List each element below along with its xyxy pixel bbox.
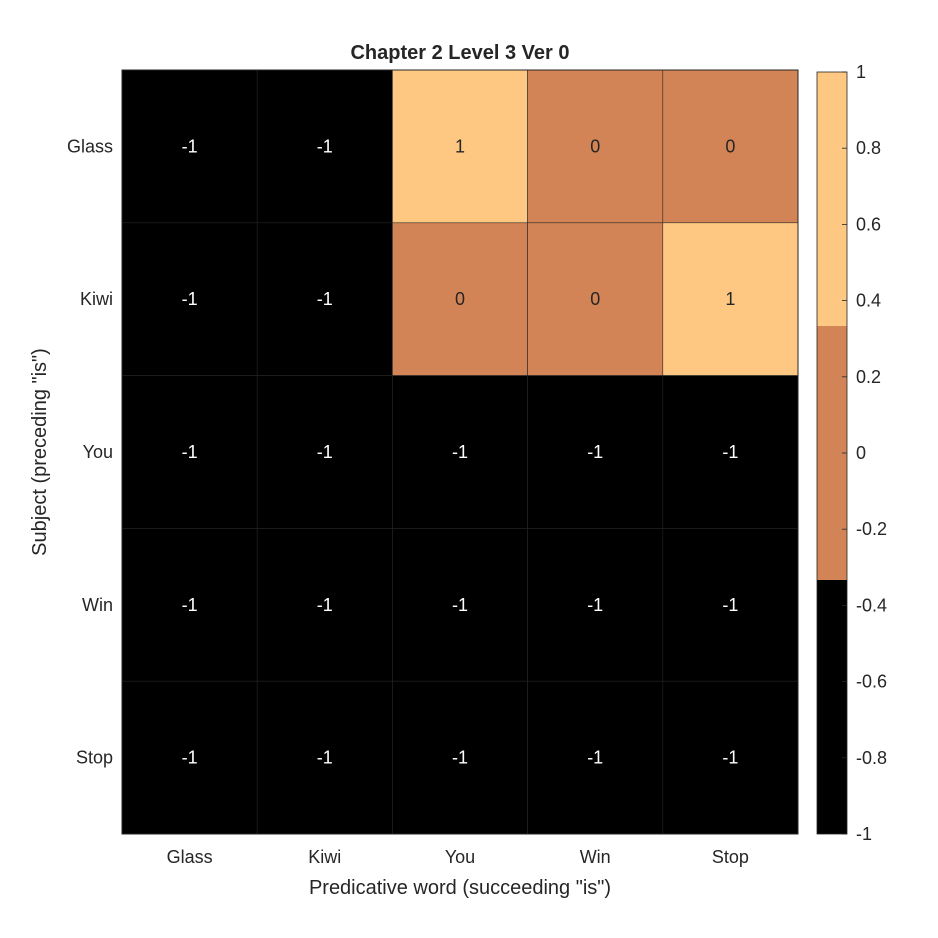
plot-border (121, 69, 799, 835)
heatmap-cell (256, 69, 393, 224)
heatmap-cell (662, 69, 799, 224)
cell-value-label: -1 (587, 442, 603, 462)
heatmap-cell (121, 69, 258, 224)
y-tick-label: Win (82, 595, 113, 615)
heatmap-cell (392, 222, 528, 376)
cell-value-label: -1 (182, 595, 198, 615)
colorbar-tick-label: 1 (856, 62, 866, 82)
cell-value-label: 0 (590, 289, 600, 309)
cell-value-label: -1 (587, 595, 603, 615)
colorbar-tick-label: 0 (856, 443, 866, 463)
heatmap-cell (392, 528, 528, 682)
colorbar-tick-label: 0.4 (856, 291, 881, 311)
heatmap-cell (662, 222, 799, 376)
heatmap-cell (392, 375, 528, 529)
heatmap-cell (662, 375, 799, 529)
cell-value-label: -1 (452, 442, 468, 462)
cell-value-label: -1 (722, 595, 738, 615)
cell-value-label: -1 (182, 136, 198, 156)
colorbar-tick-label: -1 (856, 824, 872, 844)
colorbar-tick-label: -0.6 (856, 672, 887, 692)
heatmap-cells (121, 69, 799, 835)
heatmap-cell (527, 69, 664, 224)
x-tick-labels: Glass Kiwi You Win Stop (167, 847, 749, 867)
cell-value-label: -1 (182, 442, 198, 462)
heatmap-cell (256, 222, 393, 376)
y-axis-label: Subject (preceding "is") (29, 348, 51, 556)
cell-value-label: -1 (317, 595, 333, 615)
colorbar-segment (817, 72, 847, 327)
heatmap-cell (256, 680, 393, 835)
cell-value-label: -1 (317, 136, 333, 156)
heatmap-cell (256, 375, 393, 529)
heatmap-cell (392, 680, 528, 835)
cell-value-label: 0 (455, 289, 465, 309)
x-tick-label: Win (580, 847, 611, 867)
heatmap-cell (662, 528, 799, 682)
colorbar-tick-label: -0.8 (856, 748, 887, 768)
cell-value-label: 1 (725, 289, 735, 309)
colorbar-tick-label: -0.2 (856, 519, 887, 539)
y-tick-label: Stop (76, 748, 113, 768)
x-tick-label: Glass (167, 847, 213, 867)
cell-value-label: -1 (722, 442, 738, 462)
cell-value-label: -1 (317, 442, 333, 462)
colorbar-tick-label: 0.6 (856, 214, 881, 234)
cell-value-label: -1 (182, 748, 198, 768)
heatmap-cell (662, 680, 799, 835)
cell-value-label: 1 (455, 136, 465, 156)
heatmap-cell (527, 375, 664, 529)
cell-value-label: 0 (725, 136, 735, 156)
cell-value-label: -1 (317, 748, 333, 768)
cell-value-label: -1 (722, 748, 738, 768)
cell-value-label: -1 (317, 289, 333, 309)
colorbar-tick-label: 0.8 (856, 138, 881, 158)
cell-value-label: -1 (452, 595, 468, 615)
heatmap-cell (121, 222, 258, 376)
heatmap-cell (527, 528, 664, 682)
colorbar-tick-label: 0.2 (856, 367, 881, 387)
heatmap-cell (121, 680, 258, 835)
x-tick-label: You (445, 847, 475, 867)
y-tick-labels: Glass Kiwi You Win Stop (67, 136, 113, 767)
y-tick-label: Kiwi (80, 289, 113, 309)
heatmap-cell (256, 528, 393, 682)
x-tick-label: Stop (712, 847, 749, 867)
colorbar: 1 0.8 0.6 0.4 0.2 0 -0.2 -0.4 -0.6 -0.8 -1 (816, 62, 887, 844)
cell-value-label: -1 (182, 289, 198, 309)
x-tick-label: Kiwi (308, 847, 341, 867)
colorbar-segment (817, 579, 847, 834)
cell-value-label: 0 (590, 136, 600, 156)
heatmap-cell-labels: -1 -1 1 0 0 -1 -1 0 0 1 -1 -1 -1 -1 -1 -1 -1 -1 -1 -1 -1 -1 -1… (182, 136, 739, 767)
cell-value-label: -1 (452, 748, 468, 768)
colorbar-tick-label: -0.4 (856, 595, 887, 615)
x-axis-label: Predicative word (succeeding "is") (309, 877, 611, 899)
y-tick-label: Glass (67, 136, 113, 156)
chart-title: Chapter 2 Level 3 Ver 0 (350, 42, 569, 64)
y-tick-label: You (83, 442, 113, 462)
cell-value-label: -1 (587, 748, 603, 768)
